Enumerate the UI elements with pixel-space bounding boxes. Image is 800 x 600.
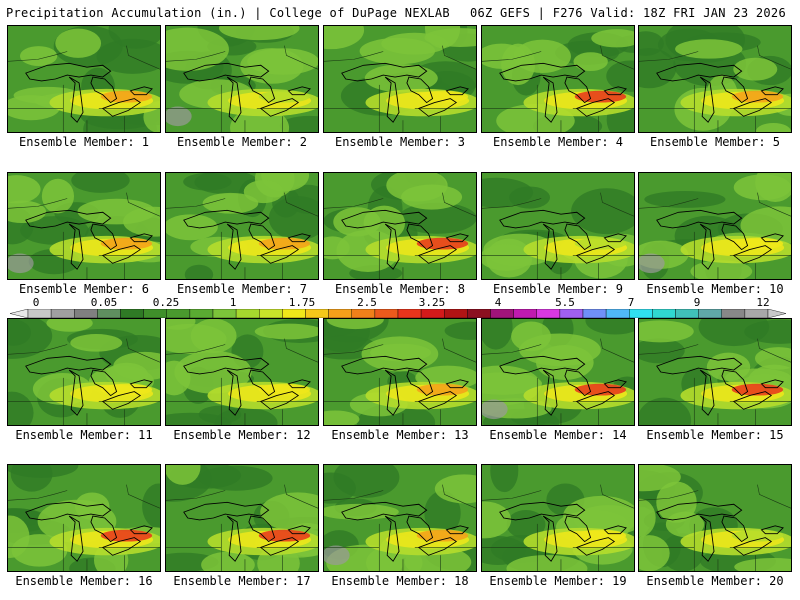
colorbar-swatch: [675, 309, 699, 318]
colorbar-swatch: [698, 309, 722, 318]
colorbar-tick-label: 1.75: [288, 296, 316, 309]
colorbar-swatch: [305, 309, 329, 318]
ensemble-member-label: Ensemble Member: 15: [646, 428, 784, 442]
colorbar-swatch: [582, 309, 607, 318]
colorbar-swatch: [744, 309, 769, 318]
ensemble-member-label: Ensemble Member: 5: [649, 135, 781, 149]
ensemble-map-panel: [323, 172, 477, 280]
ensemble-map-panel: [638, 318, 792, 426]
colorbar-swatch: [513, 309, 537, 318]
colorbar-swatch: [166, 309, 191, 318]
colorbar-tick-label: 7: [627, 296, 635, 309]
ensemble-map-panel: [165, 172, 319, 280]
ensemble-map-panel: [481, 172, 635, 280]
ensemble-member-label: Ensemble Member: 12: [173, 428, 311, 442]
colorbar-swatch: [467, 309, 491, 318]
colorbar-tick-label: 12: [756, 296, 770, 309]
ensemble-map-panel: [481, 25, 635, 133]
colorbar-swatch: [120, 309, 144, 318]
colorbar-min-arrow: [10, 309, 29, 318]
ensemble-member-label: Ensemble Member: 6: [18, 282, 150, 296]
precip-colorbar: [10, 309, 786, 318]
ensemble-member-label: Ensemble Member: 7: [176, 282, 308, 296]
colorbar-swatch: [559, 309, 584, 318]
colorbar-swatch: [97, 309, 121, 318]
ensemble-member-label: Ensemble Member: 17: [173, 574, 311, 588]
ensemble-map-panel: [638, 25, 792, 133]
ensemble-map-panel: [638, 172, 792, 280]
colorbar-swatch: [282, 309, 306, 318]
ensemble-map-panel: [481, 464, 635, 572]
map-title: Precipitation Accumulation (in.) | Colle…: [6, 6, 450, 20]
ensemble-member-label: Ensemble Member: 10: [646, 282, 784, 296]
colorbar-swatch: [420, 309, 445, 318]
colorbar-swatch: [721, 309, 746, 318]
colorbar-swatch: [351, 309, 376, 318]
ensemble-member-label: Ensemble Member: 14: [489, 428, 627, 442]
ensemble-member-label: Ensemble Member: 13: [331, 428, 469, 442]
colorbar-swatch: [74, 309, 98, 318]
ensemble-map-panel: [7, 318, 161, 426]
ensemble-map-panel: [165, 25, 319, 133]
colorbar-swatch: [27, 309, 52, 318]
colorbar-swatch: [444, 309, 468, 318]
ensemble-map-panel: [165, 464, 319, 572]
ensemble-member-label: Ensemble Member: 4: [492, 135, 624, 149]
colorbar-swatch: [536, 309, 561, 318]
colorbar-max-arrow: [767, 309, 786, 318]
ensemble-map-panel: [7, 172, 161, 280]
colorbar-swatch: [212, 309, 237, 318]
colorbar-tick-label: 0: [32, 296, 40, 309]
ensemble-map-panel: [323, 318, 477, 426]
colorbar-tick-label: 2.5: [357, 296, 377, 309]
colorbar-tick-label: 5.5: [555, 296, 575, 309]
ensemble-map-panel: [323, 25, 477, 133]
colorbar-tick-label: 0.25: [152, 296, 180, 309]
ensemble-map-panel: [165, 318, 319, 426]
colorbar-swatch: [189, 309, 214, 318]
colorbar-swatch: [50, 309, 75, 318]
ensemble-map-panel: [481, 318, 635, 426]
ensemble-member-label: Ensemble Member: 20: [646, 574, 784, 588]
colorbar-swatch: [143, 309, 167, 318]
ensemble-member-label: Ensemble Member: 2: [176, 135, 308, 149]
ensemble-member-label: Ensemble Member: 8: [334, 282, 466, 296]
ensemble-member-label: Ensemble Member: 16: [15, 574, 153, 588]
ensemble-map-panel: [323, 464, 477, 572]
ensemble-map-panel: [7, 464, 161, 572]
colorbar-tick-label: 1: [229, 296, 237, 309]
colorbar-swatch: [397, 309, 422, 318]
colorbar-swatch: [629, 309, 653, 318]
colorbar-swatch: [652, 309, 676, 318]
colorbar-swatch: [490, 309, 514, 318]
colorbar-tick-label: 0.05: [90, 296, 118, 309]
ensemble-member-label: Ensemble Member: 9: [492, 282, 624, 296]
ensemble-map-panel: [7, 25, 161, 133]
colorbar-swatch: [235, 309, 260, 318]
colorbar-swatch: [328, 309, 352, 318]
ensemble-member-label: Ensemble Member: 19: [489, 574, 627, 588]
colorbar-tick-label: 4: [494, 296, 502, 309]
colorbar-swatch: [605, 309, 630, 318]
ensemble-member-label: Ensemble Member: 1: [18, 135, 150, 149]
ensemble-member-label: Ensemble Member: 3: [334, 135, 466, 149]
ensemble-member-label: Ensemble Member: 11: [15, 428, 153, 442]
valid-time-label: 06Z GEFS | F276 Valid: 18Z FRI JAN 23 20…: [469, 6, 786, 20]
ensemble-member-label: Ensemble Member: 18: [331, 574, 469, 588]
ensemble-map-panel: [638, 464, 792, 572]
colorbar-swatch: [259, 309, 283, 318]
colorbar-tick-label: 3.25: [418, 296, 446, 309]
colorbar-tick-label: 9: [693, 296, 701, 309]
colorbar-swatch: [374, 309, 399, 318]
